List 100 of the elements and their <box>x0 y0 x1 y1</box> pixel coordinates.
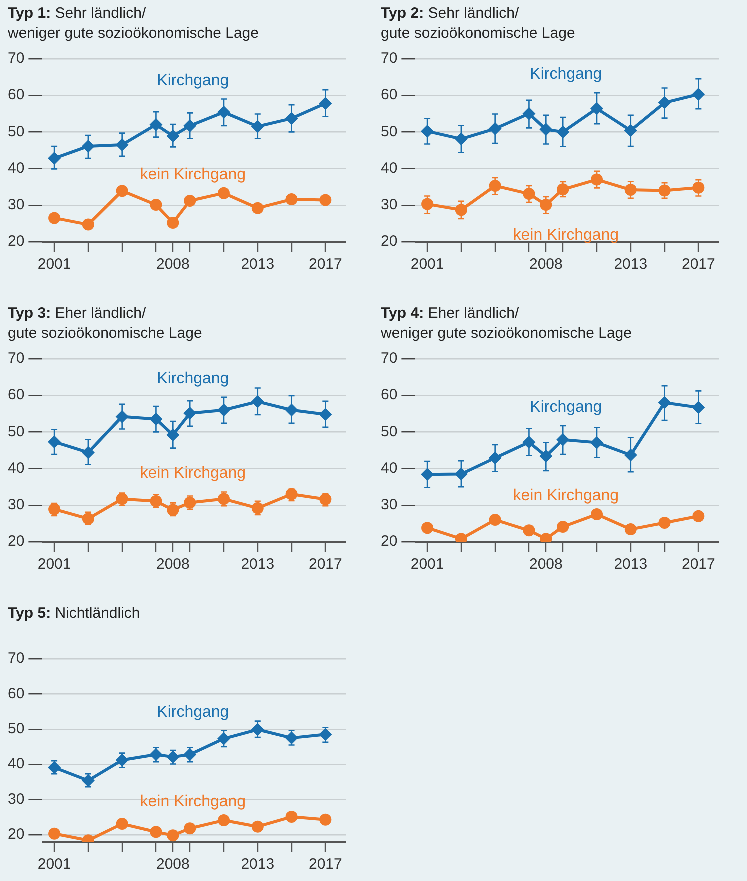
point <box>285 112 298 126</box>
chart-title: Typ 4: Eher ländlich/ weniger gute sozioökonomische Lage <box>380 304 633 344</box>
point <box>252 820 264 833</box>
point <box>557 184 570 196</box>
point <box>184 822 196 835</box>
point <box>116 818 128 830</box>
chart-title: Typ 1: Sehr ländlich/ weniger gute sozioökonomische Lage <box>7 4 260 44</box>
point <box>150 826 162 838</box>
point <box>624 184 637 196</box>
x-tick-label: 2013 <box>241 256 275 274</box>
point <box>184 748 197 762</box>
x-tick-label: 2017 <box>308 256 342 274</box>
point <box>252 202 264 214</box>
y-tick-label: 60 <box>8 685 25 702</box>
x-tick-label: 2017 <box>308 556 342 574</box>
point <box>422 522 434 534</box>
x-tick-label: 2001 <box>38 256 72 274</box>
chart-title: Typ 3: Eher ländlich/ gute sozioökonomische Lage <box>7 304 204 344</box>
y-tick-label: 30 <box>380 196 398 214</box>
point <box>217 404 230 417</box>
x-tick-label: 2013 <box>614 556 648 574</box>
point <box>48 436 62 449</box>
point <box>454 132 468 146</box>
series-label: Kirchgang <box>157 370 230 388</box>
point <box>286 811 298 824</box>
y-tick-label: 30 <box>8 790 25 808</box>
point <box>624 448 638 462</box>
point <box>320 494 332 506</box>
y-tick-label: 20 <box>380 233 398 250</box>
x-tick-label: 2001 <box>410 256 444 274</box>
x-tick-label: 2008 <box>156 556 190 574</box>
point <box>590 436 604 450</box>
point <box>489 514 502 526</box>
point <box>590 508 603 521</box>
point <box>217 106 230 119</box>
x-tick-label: 2013 <box>614 256 648 274</box>
point <box>167 504 180 516</box>
point <box>540 450 553 463</box>
point <box>150 199 162 212</box>
point <box>522 436 536 449</box>
point <box>116 410 129 424</box>
series-label: kein Kirchgang <box>140 166 246 184</box>
y-tick-label: 30 <box>8 196 25 214</box>
point <box>523 524 536 537</box>
point <box>217 732 230 746</box>
point <box>488 122 502 136</box>
series-label: Kirchgang <box>157 704 230 721</box>
y-tick-label: 70 <box>380 350 398 368</box>
y-tick-label: 50 <box>8 123 25 140</box>
point <box>658 396 672 410</box>
point <box>150 748 163 762</box>
y-tick-label: 20 <box>380 533 398 550</box>
point <box>48 152 62 166</box>
point <box>252 502 264 514</box>
point <box>540 123 553 136</box>
y-tick-label: 70 <box>8 650 25 668</box>
point <box>488 452 502 465</box>
y-tick-label: 20 <box>8 826 25 844</box>
chart-title: Typ 5: Nichtländlich <box>7 604 142 624</box>
y-tick-label: 50 <box>8 423 25 440</box>
point <box>82 446 95 460</box>
point <box>489 180 502 192</box>
point <box>251 723 264 736</box>
y-tick-label: 70 <box>8 50 25 68</box>
point <box>556 126 570 139</box>
point <box>557 520 570 533</box>
point <box>692 88 706 101</box>
series-label: kein Kirchgang <box>513 226 620 244</box>
point <box>48 761 62 774</box>
point <box>150 118 163 132</box>
point <box>48 503 61 516</box>
point <box>556 433 570 446</box>
point <box>116 185 128 198</box>
y-tick-label: 50 <box>8 720 25 738</box>
point <box>82 774 95 788</box>
point <box>421 124 434 138</box>
point <box>150 412 163 426</box>
point <box>116 754 129 767</box>
point <box>218 814 230 827</box>
y-tick-label: 40 <box>380 160 398 177</box>
point <box>150 495 162 508</box>
x-tick-label: 2017 <box>682 556 716 574</box>
point <box>166 130 180 143</box>
point <box>218 493 230 506</box>
point <box>167 216 180 229</box>
y-tick-label: 20 <box>8 233 25 250</box>
point <box>116 493 128 506</box>
point <box>48 212 61 224</box>
point <box>658 96 672 110</box>
point <box>590 102 604 116</box>
point <box>692 182 705 194</box>
point <box>658 184 671 197</box>
point <box>319 97 332 110</box>
y-tick-label: 60 <box>380 386 398 404</box>
point <box>285 732 298 745</box>
x-tick-label: 2008 <box>156 256 190 274</box>
x-tick-label: 2008 <box>529 556 563 574</box>
point <box>590 174 603 186</box>
series-label: Kirchgang <box>530 398 602 416</box>
point <box>286 488 298 500</box>
